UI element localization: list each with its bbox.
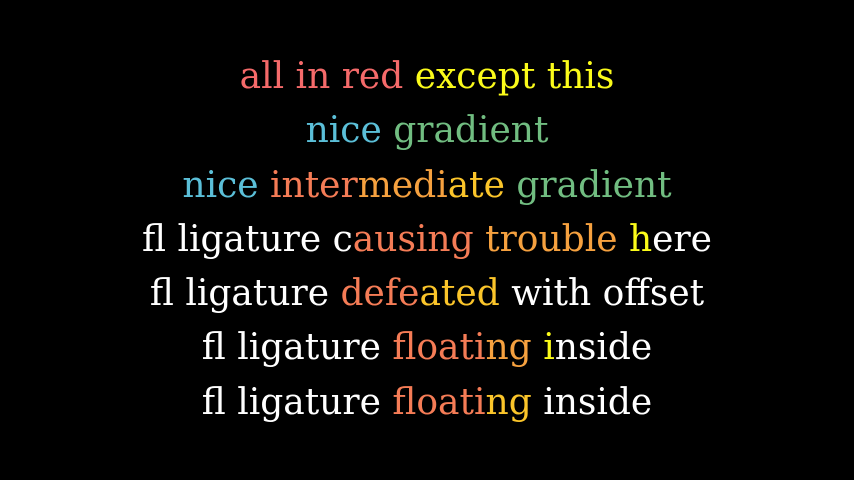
text-segment: ated xyxy=(419,273,500,315)
text-segment: nice xyxy=(305,110,394,152)
text-segment: nice xyxy=(182,164,270,206)
text-line-4: fl ligature causing trouble here xyxy=(0,213,854,267)
text-line-6: fl ligature floating inside xyxy=(0,321,854,375)
text-segment: with offset xyxy=(499,273,705,315)
text-segment: floati xyxy=(392,381,486,423)
text-segment: defe xyxy=(340,273,420,315)
text-segment: fl ligature xyxy=(201,381,393,423)
text-segment: gradient xyxy=(393,110,549,152)
text-segment: gradient xyxy=(516,164,672,206)
text-segment: h xyxy=(628,218,653,260)
text-segment: fl ligature xyxy=(201,327,393,369)
text-segment: ere xyxy=(652,218,712,260)
text-segment: fl ligature xyxy=(149,273,341,315)
text-lines-container: all in red except this nice gradient nic… xyxy=(0,50,854,430)
text-segment: floati xyxy=(392,327,486,369)
text-segment: inside xyxy=(531,381,653,423)
text-segment: ng xyxy=(485,381,532,423)
text-line-5: fl ligature defeated with offset xyxy=(0,267,854,321)
text-segment: ausing xyxy=(352,218,486,260)
text-line-1: all in red except this xyxy=(0,50,854,104)
text-line-7: fl ligature floating inside xyxy=(0,376,854,430)
text-line-2: nice gradient xyxy=(0,104,854,158)
text-segment: all in red xyxy=(239,56,415,97)
text-segment: trouble xyxy=(485,218,629,260)
text-segment: ate xyxy=(447,164,517,206)
text-line-3: nice intermediate gradient xyxy=(0,159,854,213)
text-segment: nside xyxy=(554,327,653,369)
text-segment: fl ligature c xyxy=(142,218,353,260)
text-segment: inter xyxy=(270,164,358,206)
text-segment: ng xyxy=(485,327,544,369)
text-segment: medi xyxy=(357,164,448,206)
text-segment: i xyxy=(543,327,555,369)
text-segment: except this xyxy=(414,56,615,97)
